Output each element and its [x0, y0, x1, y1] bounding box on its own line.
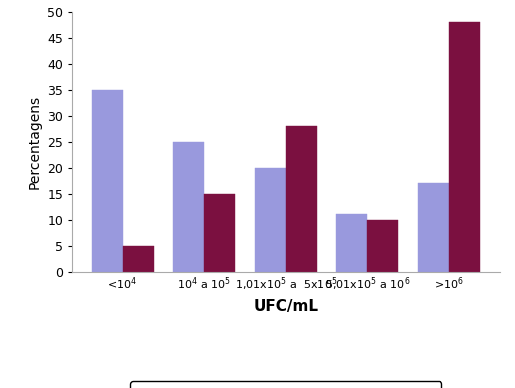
Bar — [255, 168, 286, 272]
Bar — [204, 194, 235, 272]
Bar — [368, 220, 399, 272]
Bar — [418, 183, 449, 272]
X-axis label: UFC/mL: UFC/mL — [253, 299, 318, 314]
Bar — [123, 246, 153, 272]
Legend: Tanques individuais, Tanques comunitários: Tanques individuais, Tanques comunitário… — [130, 381, 441, 388]
Bar — [92, 90, 123, 272]
Bar — [449, 22, 480, 272]
Y-axis label: Percentagens: Percentagens — [27, 95, 42, 189]
Bar — [173, 142, 204, 272]
Bar — [336, 215, 368, 272]
Bar — [286, 126, 317, 272]
